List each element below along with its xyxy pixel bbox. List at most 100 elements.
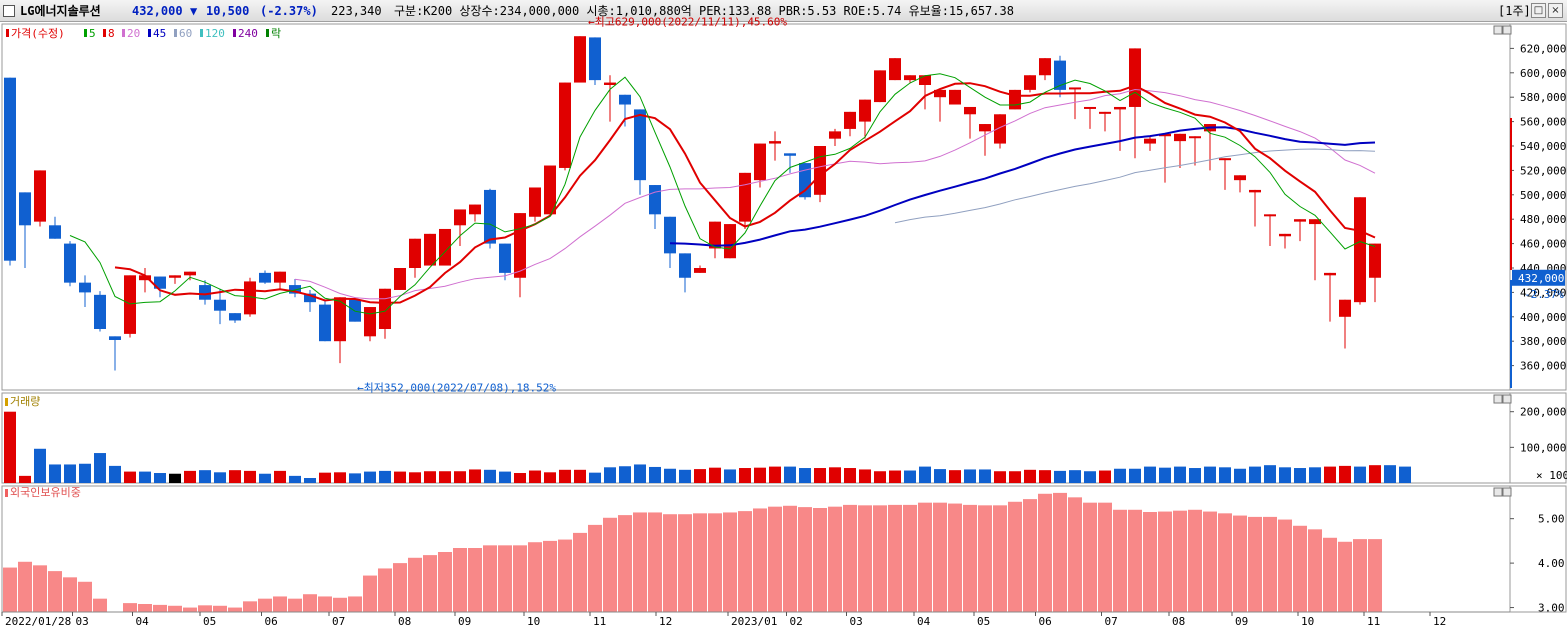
volume-bar	[559, 469, 571, 483]
candle-body	[829, 131, 841, 139]
price-tick-label: 460,000	[1520, 238, 1566, 251]
candle-body	[844, 111, 856, 129]
price-change: 10,500	[206, 4, 250, 18]
volume-bar	[949, 470, 961, 483]
volume-bar	[1234, 468, 1246, 483]
foreign-ratio-bar	[468, 548, 482, 612]
volume-bar	[904, 470, 916, 483]
candle-body	[139, 275, 151, 281]
volume-bar	[694, 469, 706, 483]
legend-swatch	[122, 29, 125, 37]
foreign-ratio-bar	[573, 532, 587, 612]
period-selector[interactable]: [1주]	[1498, 4, 1531, 18]
candle-body	[19, 192, 31, 226]
foreign-ratio-bar	[1278, 519, 1292, 612]
price-tick-label: 600,000	[1520, 67, 1566, 80]
foreign-ratio-bar	[378, 568, 392, 612]
foreign-ratio-bar	[1368, 539, 1382, 612]
legend-item: 가격(수정)	[11, 27, 65, 40]
volume-bar	[1324, 466, 1336, 483]
price-tick-label: 520,000	[1520, 164, 1566, 177]
price-tick-label: 400,000	[1520, 311, 1566, 324]
foreign-ratio-bar	[1053, 492, 1067, 612]
ma60-line	[894, 148, 1376, 224]
candle-body	[1309, 219, 1321, 225]
foreign-ratio-bar	[1068, 497, 1082, 612]
candle-body	[1294, 219, 1306, 222]
price-panel-frame-axis	[1509, 23, 1567, 391]
candle-body	[289, 285, 301, 294]
volume-bar	[469, 469, 481, 483]
foreign-ratio-bar	[1023, 499, 1037, 612]
candle-body	[64, 243, 76, 283]
candle-body	[649, 185, 661, 215]
foreign-ratio-bar	[603, 517, 617, 612]
volume-bar	[1009, 471, 1021, 483]
foreign-ratio-bar	[993, 505, 1007, 612]
x-tick-label: 06	[265, 615, 278, 628]
legend-swatch	[103, 29, 106, 37]
volume-bar	[334, 472, 346, 483]
foreign-ratio-bar	[363, 575, 377, 612]
volume-bar	[199, 470, 211, 483]
candle-body	[904, 75, 916, 81]
candle-body	[934, 89, 946, 98]
x-tick-label: 03	[76, 615, 89, 628]
foreign-ratio-bar	[753, 508, 767, 612]
volume-bar	[1219, 467, 1231, 483]
volume-bar	[304, 478, 316, 483]
close-button[interactable]: ×	[1548, 3, 1563, 18]
foreign-ratio-bar	[618, 515, 632, 612]
candle-body	[559, 82, 571, 168]
candle-body	[1129, 48, 1141, 107]
candle-body	[1249, 189, 1261, 193]
candle-body	[499, 243, 511, 273]
foreign-ratio-bar	[1338, 541, 1352, 612]
panel-maximize-icon	[1502, 25, 1512, 35]
foreign-ratio-bar	[1233, 515, 1247, 612]
candle-body	[514, 213, 526, 278]
foreign-title-swatch	[5, 489, 8, 497]
volume-tick-label: 100,000	[1520, 441, 1566, 454]
foreign-ratio-bar	[498, 545, 512, 612]
candle-body	[1369, 243, 1381, 278]
foreign-ratio-bar	[648, 512, 662, 612]
candle-body	[604, 82, 616, 85]
volume-bar	[769, 466, 781, 483]
ma45-line	[669, 126, 1376, 247]
volume-bar	[1129, 468, 1141, 483]
candle-body	[379, 288, 391, 329]
foreign-ratio-bar	[543, 540, 557, 612]
foreign-ratio-bar	[513, 545, 527, 612]
foreign-ratio-bar	[813, 508, 827, 612]
candle-body	[169, 275, 181, 278]
stock-name[interactable]: LG에너지솔루션	[20, 4, 101, 18]
maximize-button[interactable]: □	[1531, 3, 1546, 18]
candle-body	[799, 163, 811, 198]
candle-body	[319, 304, 331, 342]
candle-body	[544, 165, 556, 215]
volume-bar	[379, 470, 391, 483]
x-tick-label: 12	[659, 615, 672, 628]
candle-body	[304, 293, 316, 303]
candle-body	[79, 282, 91, 293]
foreign-ratio-bar	[423, 555, 437, 612]
volume-bar	[724, 469, 736, 483]
foreign-ratio-bar	[123, 603, 137, 612]
candle-body	[1024, 75, 1036, 90]
select-checkbox[interactable]	[3, 5, 15, 17]
foreign-panel-frame-axis	[1509, 485, 1567, 613]
foreign-ratio-bar	[183, 607, 197, 612]
volume-bar	[1339, 465, 1351, 483]
legend-swatch	[84, 29, 87, 37]
volume-bar	[289, 475, 301, 483]
volume-bar	[1279, 467, 1291, 483]
volume-bar	[274, 470, 286, 483]
foreign-ratio-bar	[1083, 502, 1097, 612]
foreign-ratio-bar	[978, 505, 992, 612]
foreign-ratio-bar	[288, 598, 302, 612]
volume-bar	[79, 463, 91, 483]
legend-item: 240	[238, 27, 258, 40]
candle-body	[1234, 175, 1246, 181]
